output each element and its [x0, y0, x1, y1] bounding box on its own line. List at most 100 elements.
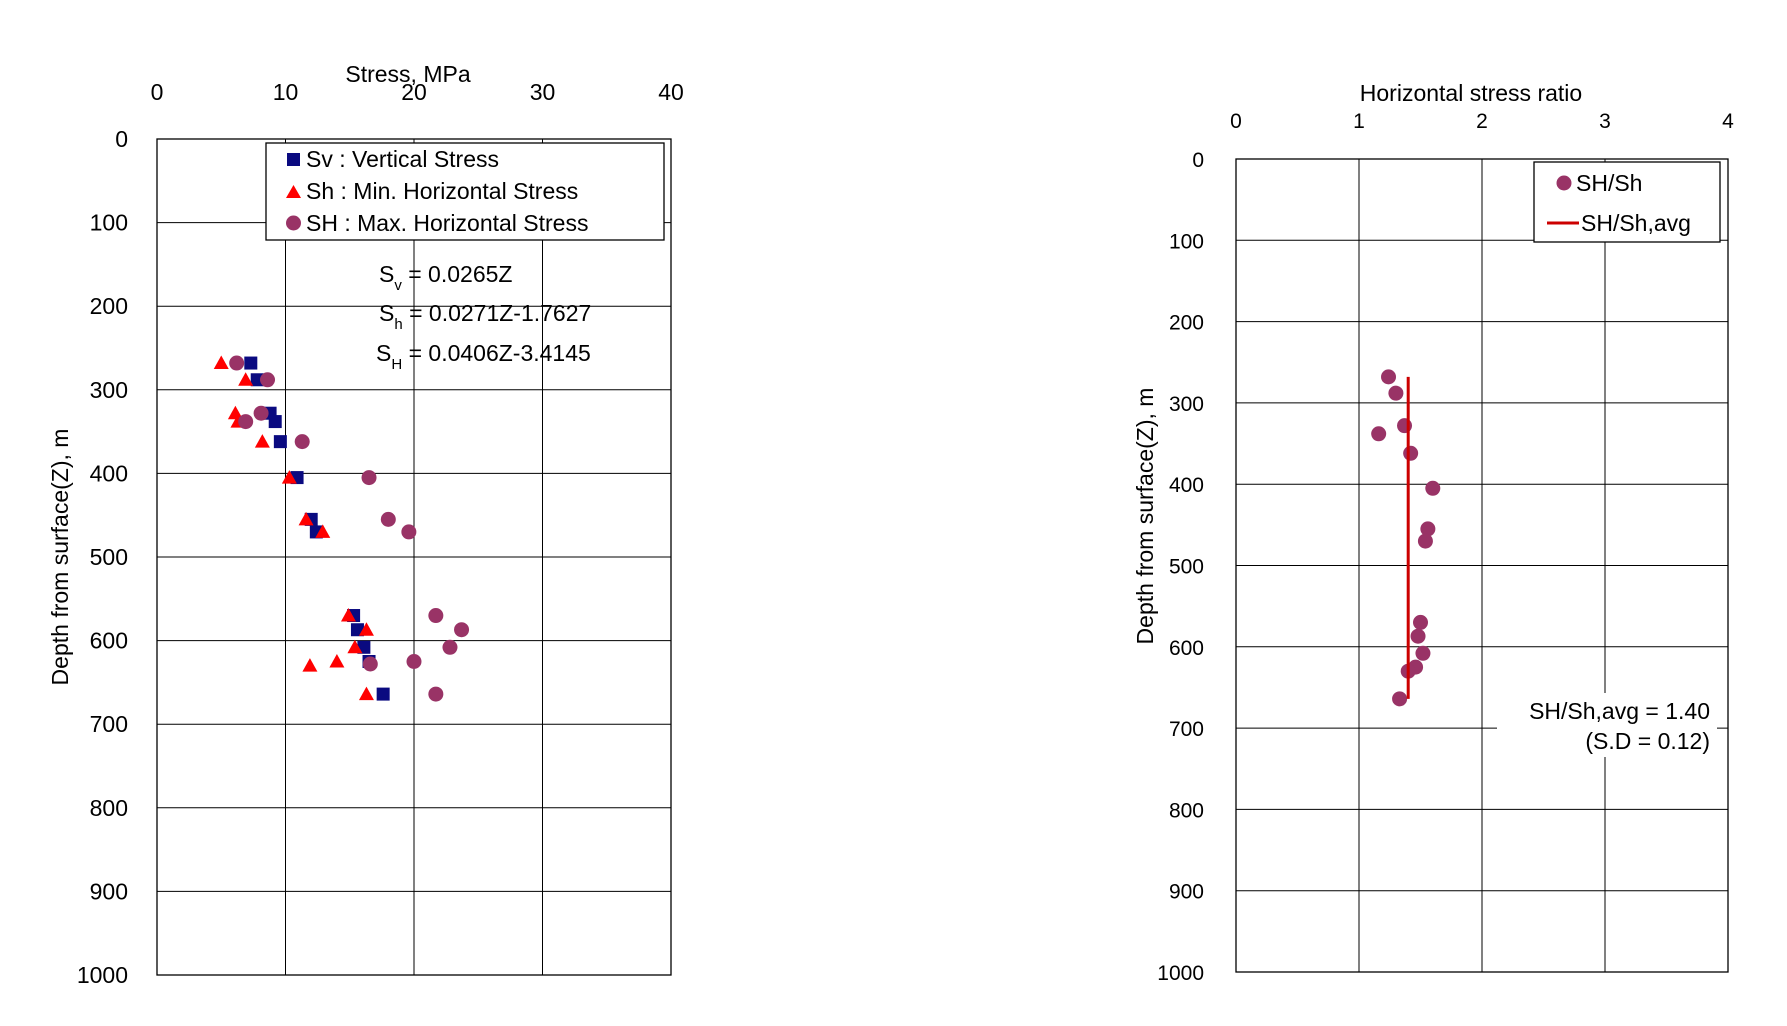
point-sh	[281, 470, 297, 484]
point-ratio	[1397, 418, 1413, 434]
y-tick-label: 1000	[1157, 962, 1204, 985]
point-SH	[253, 405, 269, 421]
y-tick-label: 900	[1169, 881, 1204, 904]
point-sh	[347, 639, 363, 654]
stress-depth-chart: 0 10 20 30 40 0 100 200 300 400 500 600 700 800 900 10…	[47, 61, 684, 988]
x-tick-labels: 0 1 2 3 4	[1230, 110, 1734, 133]
legend-label-avg: SH/Sh,avg	[1581, 210, 1691, 236]
x-tick-label: 0	[151, 79, 164, 105]
point-ratio	[1403, 445, 1419, 461]
x-tick-label: 10	[273, 79, 299, 105]
y-tick-label: 600	[1169, 637, 1204, 660]
point-SH	[362, 656, 378, 672]
point-sh	[213, 355, 229, 370]
y-tick-label: 1000	[77, 962, 128, 988]
point-sh	[298, 511, 314, 526]
point-sv	[268, 415, 282, 429]
legend-marker-ratio	[1556, 175, 1572, 191]
point-sv	[273, 435, 287, 449]
y-tick-label: 400	[1169, 474, 1204, 497]
point-sh	[227, 405, 243, 420]
point-ratio	[1413, 614, 1428, 630]
legend-box	[1533, 161, 1721, 243]
point-SH	[401, 524, 417, 540]
x-tick-label: 20	[401, 79, 427, 105]
equation-sh: Sh = 0.0271Z-1.7627	[379, 300, 591, 333]
point-SH	[428, 608, 444, 624]
point-sv	[244, 356, 258, 370]
legend-marker-sv	[287, 153, 300, 166]
point-SH	[361, 470, 377, 486]
point-ratio	[1371, 426, 1387, 442]
point-sh	[329, 654, 345, 668]
y-tick-label: 700	[90, 711, 128, 737]
point-ratio	[1392, 691, 1408, 707]
average-annotation: SH/Sh,avg = 1.40 (S.D = 0.12)	[1497, 693, 1717, 757]
y-tick-labels: 0 100 200 300 400 500 600 700 800 900 1000	[77, 126, 128, 988]
x-tick-label: 4	[1722, 110, 1734, 133]
point-sv	[250, 373, 264, 387]
x-tick-labels: 0 10 20 30 40	[151, 79, 684, 105]
legend-label-ratio: SH/Sh	[1576, 170, 1642, 196]
annotation-sd: (S.D = 0.12)	[1585, 728, 1710, 754]
point-ratio	[1420, 521, 1436, 537]
point-SH	[406, 654, 422, 669]
legend: SH/Sh SH/Sh,avg	[1533, 161, 1721, 243]
y-tick-label: 300	[90, 377, 128, 403]
point-ratio	[1381, 369, 1397, 385]
point-sh	[358, 622, 374, 636]
y-tick-label: 600	[90, 628, 128, 654]
legend-label-SH: SH : Max. Horizontal Stress	[306, 210, 588, 236]
x-tick-label: 1	[1353, 110, 1365, 133]
point-sv	[376, 687, 390, 701]
y-axis-label: Depth from surface(Z), m	[47, 429, 73, 686]
y-tick-label: 100	[90, 210, 128, 236]
x-tick-label: 3	[1599, 110, 1611, 133]
point-sh	[315, 524, 331, 538]
point-SH	[380, 511, 396, 527]
data-marks	[1371, 369, 1441, 707]
annotation-background	[1497, 693, 1717, 757]
x-tick-label: 40	[658, 79, 684, 105]
y-tick-label: 100	[1169, 230, 1204, 253]
stress-ratio-chart: 0 1 2 3 4 0 100 200 300 400 500 600 700 800 900 1000 H…	[1132, 80, 1734, 985]
data-marks	[213, 355, 470, 702]
y-tick-label: 200	[1169, 312, 1204, 335]
y-tick-label: 800	[90, 795, 128, 821]
point-SH	[238, 414, 254, 430]
point-ratio	[1417, 533, 1433, 549]
x-tick-label: 0	[1230, 110, 1242, 133]
point-SH	[442, 639, 458, 655]
point-SH	[294, 434, 310, 450]
y-tick-label: 300	[1169, 393, 1204, 416]
legend-marker-sh	[286, 185, 301, 198]
x-tick-label: 2	[1476, 110, 1488, 133]
y-tick-label: 0	[1192, 149, 1204, 172]
x-tick-label: 30	[530, 79, 556, 105]
y-tick-label: 900	[90, 878, 128, 904]
point-ratio	[1425, 480, 1441, 496]
y-tick-label: 200	[90, 293, 128, 319]
point-SH	[229, 355, 245, 371]
equation-sv: Sv = 0.0265Z	[379, 261, 512, 294]
legend: Sv : Vertical Stress Sh : Min. Horizonta…	[265, 142, 665, 241]
point-ratio	[1388, 385, 1404, 401]
y-tick-label: 0	[115, 126, 128, 152]
point-sh	[238, 372, 254, 386]
point-SH	[260, 372, 276, 388]
y-axis-label: Depth from surface(Z), m	[1132, 388, 1158, 645]
equation-SH: SH = 0.0406Z-3.4145	[376, 340, 591, 373]
point-ratio	[1410, 628, 1426, 644]
x-axis-label: Horizontal stress ratio	[1360, 80, 1582, 106]
point-SH	[428, 686, 444, 702]
legend-label-sh: Sh : Min. Horizontal Stress	[306, 178, 578, 204]
legend-label-sv: Sv : Vertical Stress	[306, 146, 499, 172]
point-sh	[254, 434, 270, 448]
y-tick-label: 500	[90, 544, 128, 570]
x-axis-label: Stress, MPa	[345, 61, 470, 87]
point-sh	[340, 608, 356, 622]
y-tick-label: 800	[1169, 799, 1204, 822]
y-tick-label: 400	[90, 460, 128, 486]
point-SH	[454, 622, 470, 638]
